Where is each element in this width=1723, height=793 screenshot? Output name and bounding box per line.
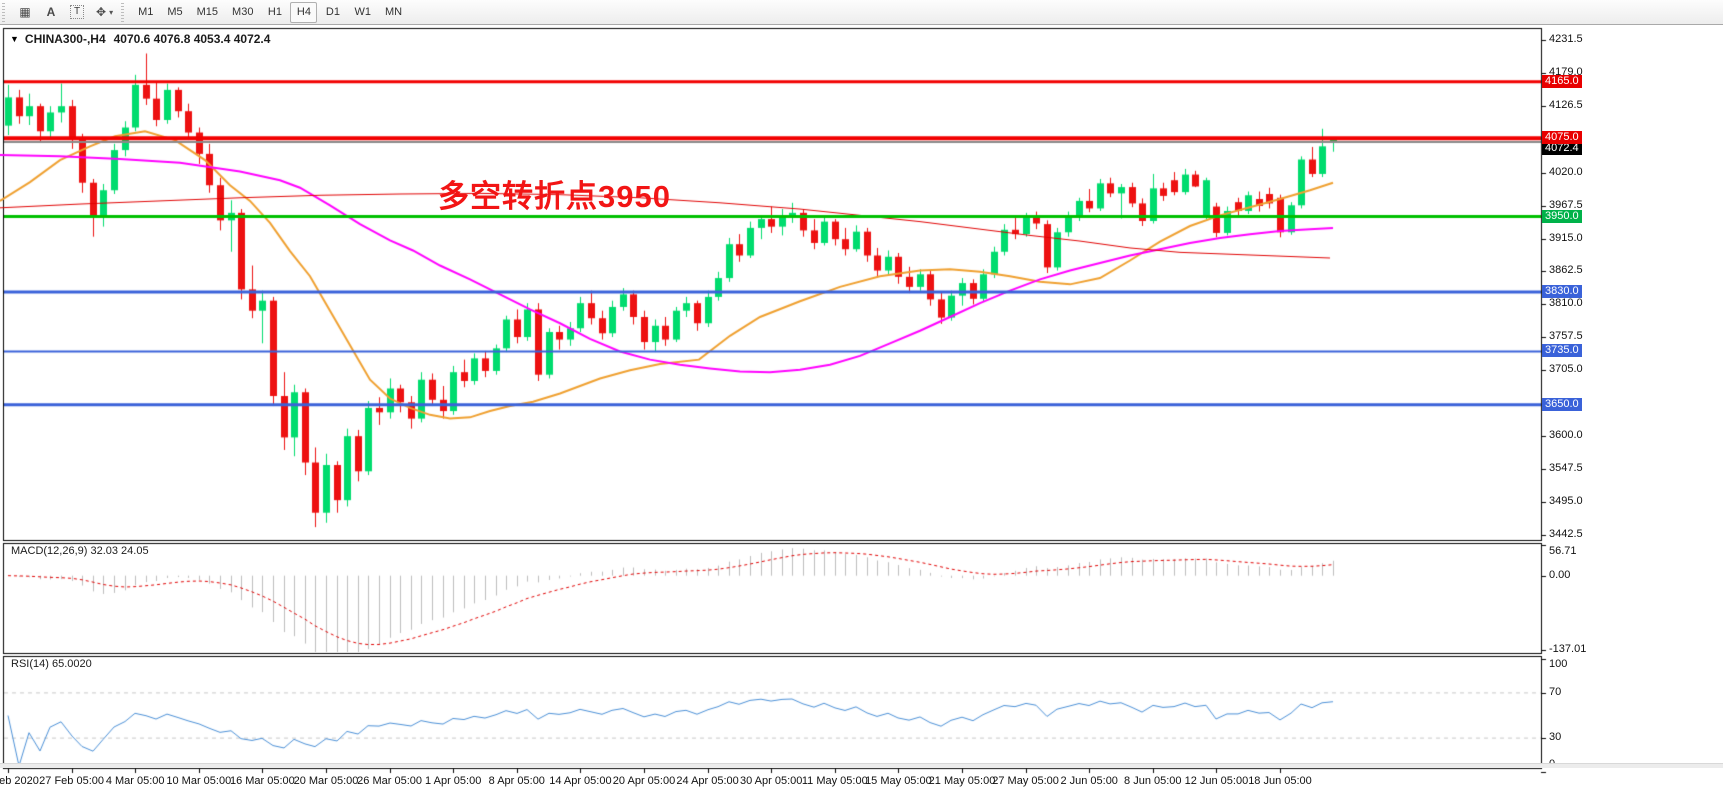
price-level-badge: 3830.0 [1542, 284, 1582, 298]
price-axis-tick: 4126.5 [1549, 98, 1583, 111]
date-axis-label: 15 May 05:00 [865, 775, 932, 787]
date-axis-label: 20 Mar 05:00 [293, 775, 359, 787]
price-level-badge: 3735.0 [1542, 344, 1582, 358]
date-axis-label: 21 May 05:00 [928, 775, 996, 787]
rsi-axis-tick: 70 [1549, 685, 1562, 698]
date-axis-label: 20 Apr 05:00 [612, 775, 676, 787]
macd-axis-tick: -137.01 [1549, 643, 1587, 656]
price-axis-tick: 3757.5 [1549, 330, 1583, 343]
date-axis-label: 10 Mar 05:00 [166, 775, 232, 787]
date-axis-label: 8 Apr 05:00 [488, 775, 545, 787]
date-axis-label: 27 May 05:00 [992, 775, 1059, 787]
period-button-w1[interactable]: W1 [354, 6, 371, 18]
rsi-axis-tick: 30 [1549, 731, 1562, 744]
price-level-badge: 4165.0 [1542, 74, 1582, 88]
period-toolbar: M1 M5 M15 M30 H1 H4 D1 W1 MN [131, 1, 409, 23]
ohlc-values: 4070.6 4076.8 4053.4 4072.4 [113, 32, 271, 46]
price-axis-tick: 3967.5 [1549, 198, 1583, 211]
date-axis-label: 4 Mar 05:00 [105, 775, 165, 787]
date-axis-label: 11 May 05:00 [801, 775, 868, 787]
dotted-grid-glyph: ▦ [19, 5, 31, 19]
price-axis-tick: 3810.0 [1549, 297, 1583, 310]
price-axis-tick: 3495.0 [1549, 495, 1583, 508]
price-axis-tick: 3600.0 [1549, 429, 1583, 442]
period-button-h1[interactable]: H1 [267, 6, 282, 18]
period-button-mn[interactable]: MN [384, 6, 403, 18]
price-level-badge: 3950.0 [1542, 209, 1582, 223]
label-tool-button[interactable]: A [39, 2, 63, 23]
price-axis-tick: 3547.5 [1549, 462, 1583, 475]
date-axis-label: 27 Feb 05:00 [39, 775, 105, 787]
symbol-dropdown-icon[interactable]: ▼ [10, 34, 19, 44]
date-axis-label: 1 Apr 05:00 [425, 775, 482, 787]
periods-drag-handle[interactable] [121, 2, 129, 22]
period-button-d1[interactable]: D1 [325, 6, 340, 18]
macd-axis-tick: 0.00 [1549, 568, 1571, 581]
arrow-tools-button[interactable]: ✥ ▾ [91, 2, 118, 23]
period-button-m15[interactable]: M15 [196, 6, 219, 18]
current-price-badge: 4072.4 [1542, 142, 1582, 156]
date-axis-label: 8 Jun 05:00 [1124, 775, 1182, 787]
price-axis-tick: 3442.5 [1549, 527, 1583, 540]
date-axis-label: 21 Feb 2020 [0, 775, 39, 787]
date-axis-label: 18 Jun 05:00 [1248, 775, 1312, 787]
date-axis-label: 2 Jun 05:00 [1060, 775, 1118, 787]
dotted-grid-icon[interactable]: ▦ [13, 2, 37, 23]
label-a-icon: A [46, 5, 56, 19]
macd-axis-tick: 56.71 [1549, 545, 1577, 557]
price-axis-tick: 3915.0 [1549, 231, 1583, 244]
rsi-axis-tick: 100 [1549, 658, 1568, 670]
period-button-m1[interactable]: M1 [138, 6, 154, 18]
symbol-period-label: CHINA300-,H4 [24, 32, 106, 46]
date-axis-label: 12 Jun 05:00 [1184, 775, 1249, 787]
text-tool-button[interactable]: T [65, 2, 89, 23]
date-axis-label: 30 Apr 05:00 [739, 775, 803, 787]
dropdown-caret-icon: ▾ [109, 7, 114, 17]
text-tool-icon: T [70, 5, 84, 19]
price-axis-tick: 3862.5 [1549, 264, 1583, 277]
period-button-m5[interactable]: M5 [167, 6, 183, 18]
chart-area: ▼ CHINA300-,H4 4070.6 4076.8 4053.4 4072… [0, 25, 1723, 793]
date-axis-label: 24 Apr 05:00 [676, 775, 739, 787]
price-axis-tick: 4231.5 [1549, 33, 1583, 45]
price-level-badge: 4075.0 [1542, 131, 1582, 145]
arrow-tools-icon: ✥ [96, 5, 107, 19]
price-level-badge: 3650.0 [1542, 397, 1582, 411]
price-chart-canvas[interactable] [0, 25, 1723, 793]
chart-annotation-text[interactable]: 多空转折点3950 [438, 179, 671, 214]
chart-title: ▼ CHINA300-,H4 4070.6 4076.8 4053.4 4072… [10, 32, 270, 46]
toolbar: ▦ A T ✥ ▾ M1 M5 M15 M30 H1 H4 D1 W1 MN [0, 0, 1723, 25]
toolbar-drag-handle[interactable] [2, 2, 9, 22]
price-axis-tick: 4020.0 [1549, 165, 1583, 178]
date-axis-label: 16 Mar 05:00 [229, 775, 295, 787]
window-bottom-strip [0, 763, 1723, 768]
period-button-m30[interactable]: M30 [232, 6, 254, 18]
date-axis-label: 14 Apr 05:00 [549, 775, 612, 787]
date-axis-label: 26 Mar 05:00 [357, 775, 423, 787]
price-axis-tick: 3705.0 [1549, 363, 1583, 376]
macd-indicator-label: MACD(12,26,9) 32.03 24.05 [11, 545, 149, 557]
period-button-h4[interactable]: H4 [290, 1, 318, 23]
rsi-indicator-label: RSI(14) 65.0020 [11, 658, 92, 670]
